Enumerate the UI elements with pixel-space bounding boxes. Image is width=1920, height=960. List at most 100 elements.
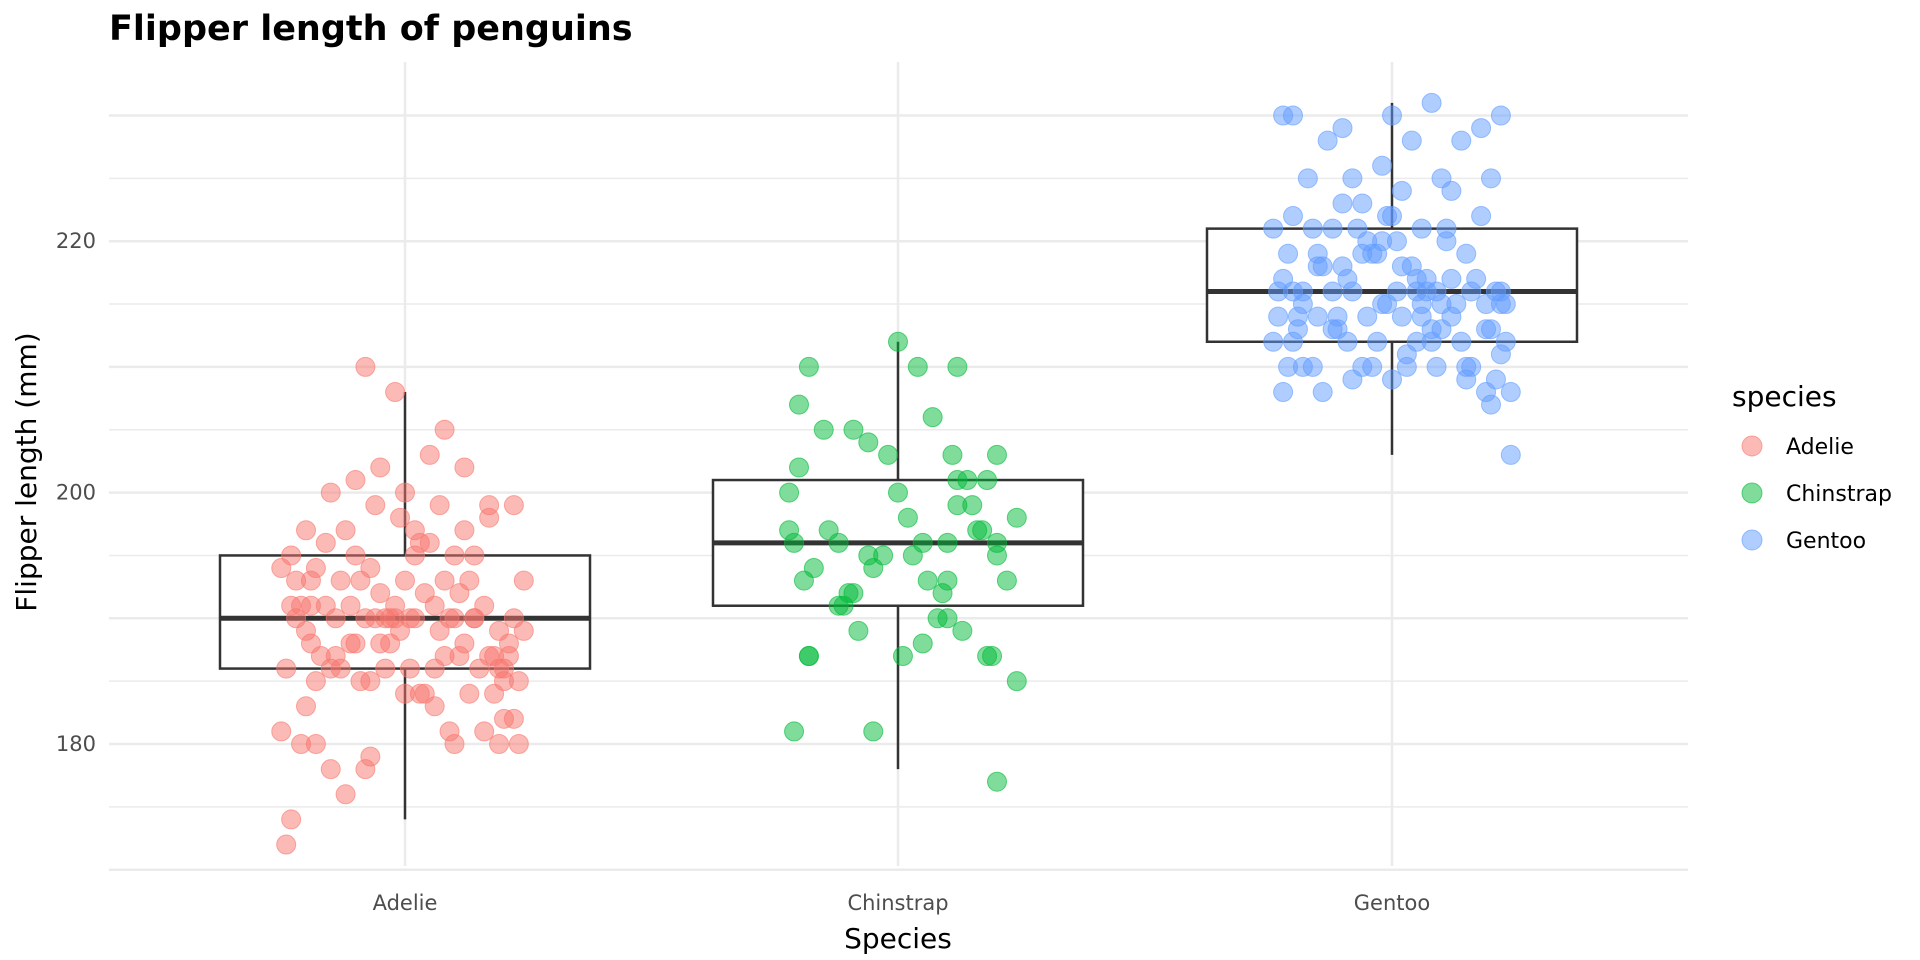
point-adelie-28 bbox=[513, 570, 534, 591]
point-gentoo-29 bbox=[1382, 369, 1402, 390]
point-chinstrap-22 bbox=[784, 532, 805, 553]
point-chinstrap-34 bbox=[942, 444, 963, 465]
point-gentoo-108 bbox=[1456, 369, 1477, 390]
point-gentoo-19 bbox=[1500, 382, 1521, 403]
point-gentoo-88 bbox=[1302, 218, 1323, 239]
legend-item-gentoo: Gentoo bbox=[1741, 529, 1866, 554]
y-tick-label-180: 180 bbox=[56, 732, 96, 756]
point-adelie-70 bbox=[454, 520, 475, 541]
point-gentoo-100 bbox=[1287, 306, 1308, 327]
point-adelie-84 bbox=[330, 570, 351, 591]
point-gentoo-44 bbox=[1352, 193, 1373, 214]
box-chinstrap bbox=[711, 341, 1085, 770]
point-adelie-113 bbox=[404, 545, 425, 566]
point-adelie-66 bbox=[365, 495, 386, 516]
point-adelie-118 bbox=[503, 708, 524, 729]
legend-key bbox=[1741, 529, 1763, 551]
point-adelie-7 bbox=[335, 784, 356, 805]
point-adelie-89 bbox=[414, 683, 435, 704]
legend-label: Chinstrap bbox=[1786, 482, 1892, 507]
point-adelie-97 bbox=[305, 671, 326, 692]
point-gentoo-84 bbox=[1485, 369, 1506, 390]
point-gentoo-14 bbox=[1441, 268, 1462, 289]
point-chinstrap-4 bbox=[813, 419, 834, 440]
point-chinstrap-55 bbox=[863, 721, 884, 742]
point-adelie-109 bbox=[320, 658, 341, 679]
point-adelie-18 bbox=[395, 570, 415, 591]
point-chinstrap-3 bbox=[798, 356, 819, 377]
point-adelie-56 bbox=[429, 620, 450, 641]
point-gentoo-102 bbox=[1332, 256, 1353, 277]
points-adelie bbox=[271, 356, 534, 855]
point-gentoo-42 bbox=[1317, 130, 1338, 151]
point-adelie-115 bbox=[444, 734, 465, 754]
jitter-points bbox=[271, 92, 1521, 855]
point-adelie-78 bbox=[370, 457, 391, 478]
point-chinstrap-39 bbox=[987, 771, 1007, 792]
legend-title: species bbox=[1732, 380, 1837, 413]
point-gentoo-34 bbox=[1451, 331, 1472, 352]
point-chinstrap-56 bbox=[937, 532, 958, 553]
point-chinstrap-10 bbox=[888, 482, 908, 503]
point-adelie-88 bbox=[395, 683, 415, 704]
point-adelie-77 bbox=[454, 457, 475, 478]
point-gentoo-49 bbox=[1451, 130, 1472, 151]
point-gentoo-46 bbox=[1391, 180, 1412, 201]
point-gentoo-64 bbox=[1391, 306, 1412, 327]
point-gentoo-106 bbox=[1416, 268, 1437, 289]
point-chinstrap-47 bbox=[907, 356, 928, 377]
point-adelie-80 bbox=[271, 558, 292, 579]
point-gentoo-114 bbox=[1431, 319, 1452, 340]
point-chinstrap-46 bbox=[798, 646, 819, 667]
point-adelie-117 bbox=[489, 658, 510, 679]
point-chinstrap-9 bbox=[878, 444, 899, 465]
point-gentoo-55 bbox=[1421, 92, 1442, 113]
point-chinstrap-33 bbox=[932, 583, 953, 604]
point-adelie-114 bbox=[424, 658, 445, 679]
point-gentoo-105 bbox=[1396, 356, 1417, 377]
point-chinstrap-32 bbox=[917, 570, 938, 591]
point-gentoo-89 bbox=[1322, 281, 1343, 302]
point-gentoo-40 bbox=[1283, 206, 1303, 227]
point-adelie-108 bbox=[300, 595, 321, 616]
point-adelie-48 bbox=[305, 558, 326, 579]
point-adelie-69 bbox=[429, 495, 450, 516]
point-chinstrap-42 bbox=[987, 545, 1007, 566]
point-adelie-104 bbox=[459, 683, 480, 704]
point-adelie-57 bbox=[444, 545, 465, 566]
point-adelie-62 bbox=[508, 734, 529, 754]
point-gentoo-101 bbox=[1307, 243, 1328, 264]
point-adelie-63 bbox=[296, 520, 316, 541]
point-chinstrap-57 bbox=[828, 595, 849, 616]
point-gentoo-104 bbox=[1377, 206, 1398, 227]
point-adelie-41 bbox=[464, 545, 485, 566]
point-adelie-12 bbox=[315, 532, 336, 553]
point-chinstrap-59 bbox=[947, 495, 968, 516]
point-gentoo-66 bbox=[1426, 356, 1447, 377]
point-adelie-76 bbox=[434, 419, 455, 440]
point-adelie-1 bbox=[281, 809, 302, 830]
point-adelie-46 bbox=[276, 658, 297, 679]
point-adelie-50 bbox=[340, 595, 361, 616]
point-adelie-99 bbox=[350, 570, 371, 591]
point-adelie-82 bbox=[300, 633, 321, 654]
point-adelie-71 bbox=[479, 495, 500, 516]
x-tick-label-adelie: Adelie bbox=[373, 891, 438, 915]
point-gentoo-53 bbox=[1283, 105, 1303, 126]
point-gentoo-81 bbox=[1436, 218, 1457, 239]
point-gentoo-111 bbox=[1362, 356, 1383, 377]
point-chinstrap-18 bbox=[987, 444, 1007, 465]
point-adelie-65 bbox=[345, 470, 366, 491]
point-gentoo-70 bbox=[1500, 444, 1521, 465]
point-adelie-74 bbox=[385, 382, 406, 403]
point-gentoo-47 bbox=[1411, 218, 1432, 239]
point-adelie-116 bbox=[464, 608, 485, 629]
legend-items: Adelie Chinstrap Gentoo bbox=[1741, 435, 1892, 554]
box-gentoo bbox=[1205, 102, 1579, 455]
legend-item-chinstrap: Chinstrap bbox=[1741, 482, 1892, 507]
point-adelie-96 bbox=[513, 620, 534, 641]
point-adelie-13 bbox=[335, 520, 356, 541]
point-chinstrap-58 bbox=[912, 633, 933, 654]
point-gentoo-98 bbox=[1490, 344, 1511, 365]
